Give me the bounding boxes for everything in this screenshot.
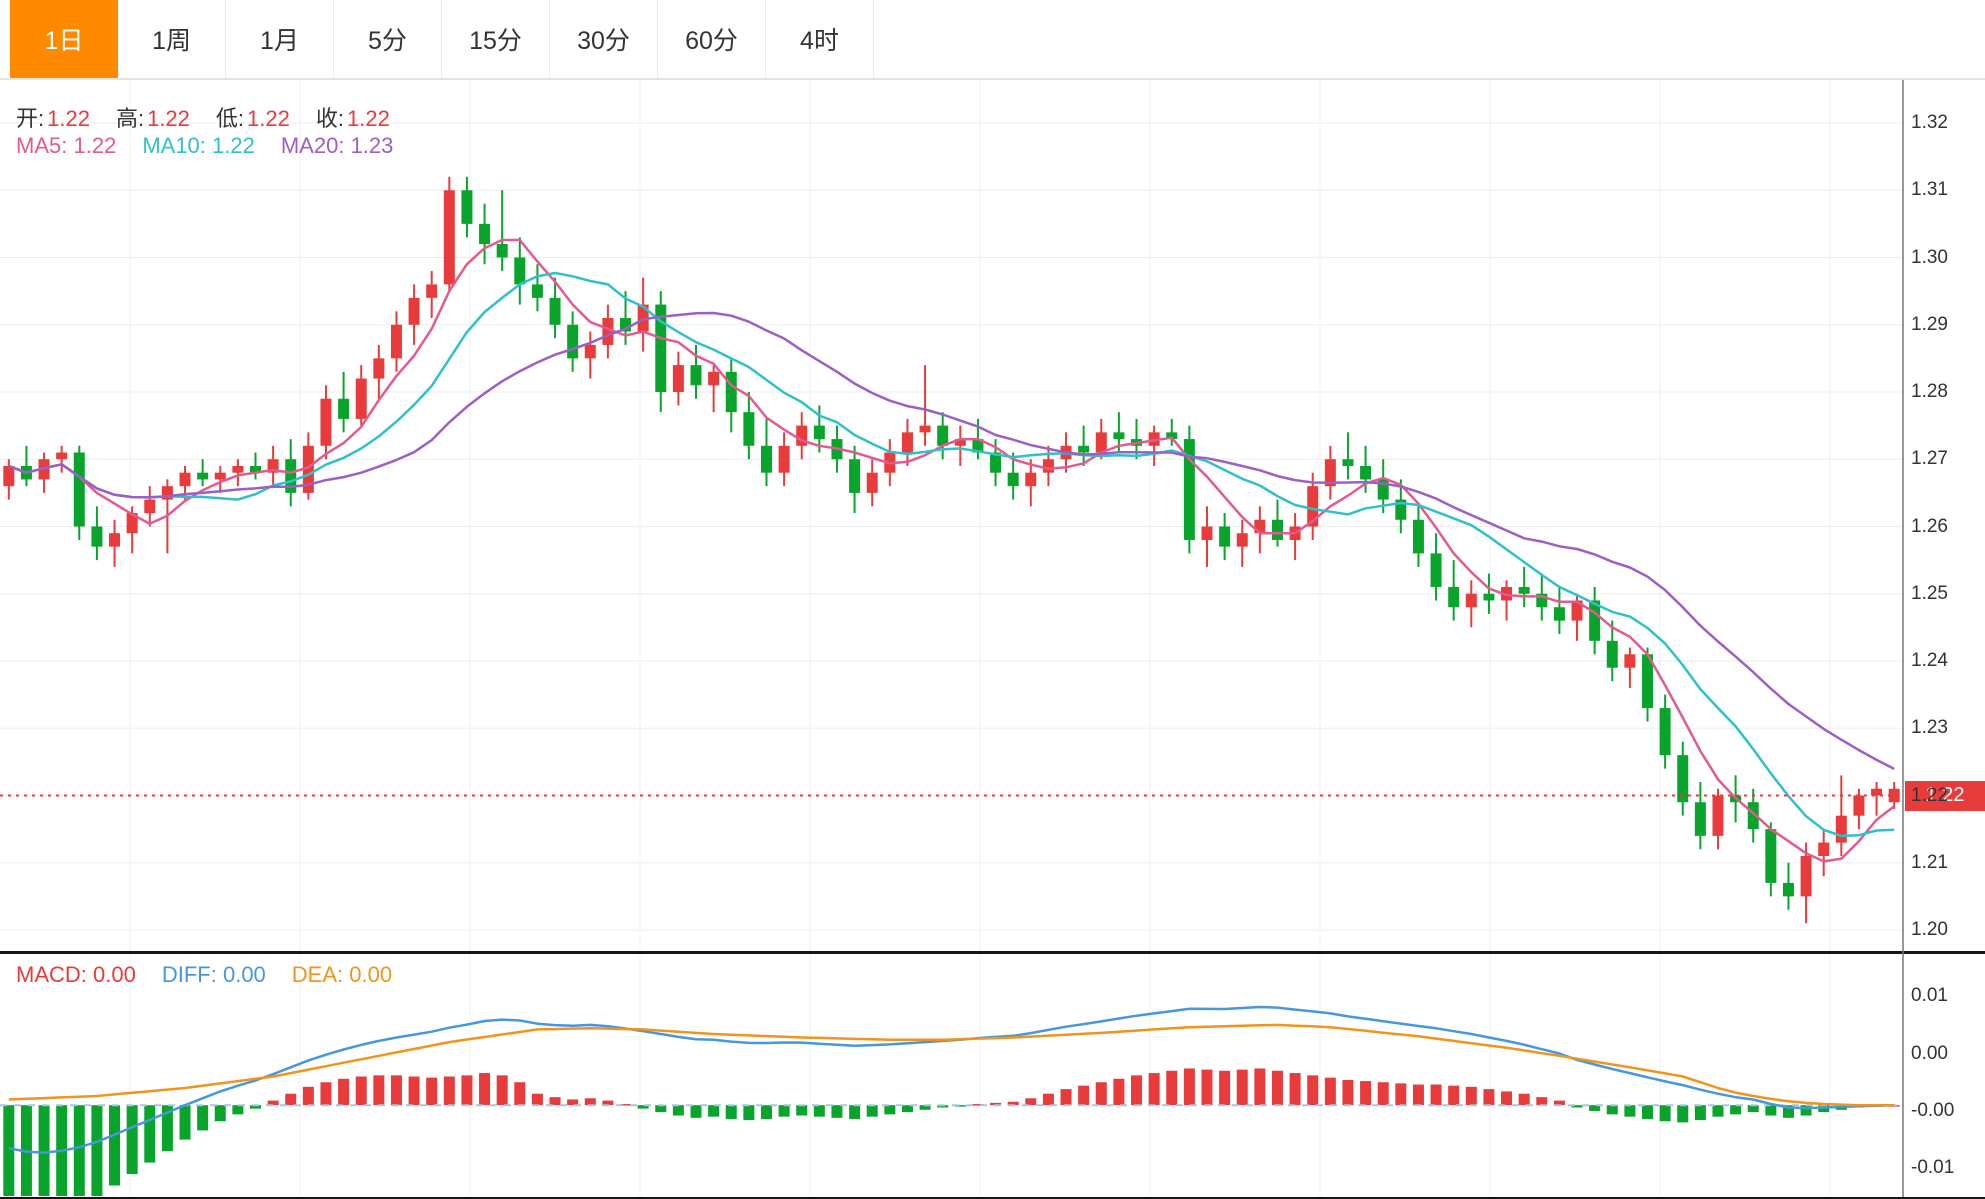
candlestick-macd-chart-canvas[interactable] — [0, 80, 1985, 1199]
tab-4h[interactable]: 4时 — [766, 0, 874, 78]
chart-region: 开: 1.22 高: 1.22 低: 1.22 收: 1.22 MA5: 1.22 MA… — [0, 80, 1985, 1199]
tab-30min[interactable]: 30分 — [550, 0, 658, 78]
current-price-badge: 1.22 — [1905, 780, 1985, 811]
tab-5min[interactable]: 5分 — [334, 0, 442, 78]
tab-15min[interactable]: 15分 — [442, 0, 550, 78]
tab-60min[interactable]: 60分 — [658, 0, 766, 78]
period-tabbar: 1日 1周 1月 5分 15分 30分 60分 4时 — [0, 0, 1985, 80]
tab-1d[interactable]: 1日 — [10, 0, 118, 78]
tab-1mo[interactable]: 1月 — [226, 0, 334, 78]
tab-1w[interactable]: 1周 — [118, 0, 226, 78]
